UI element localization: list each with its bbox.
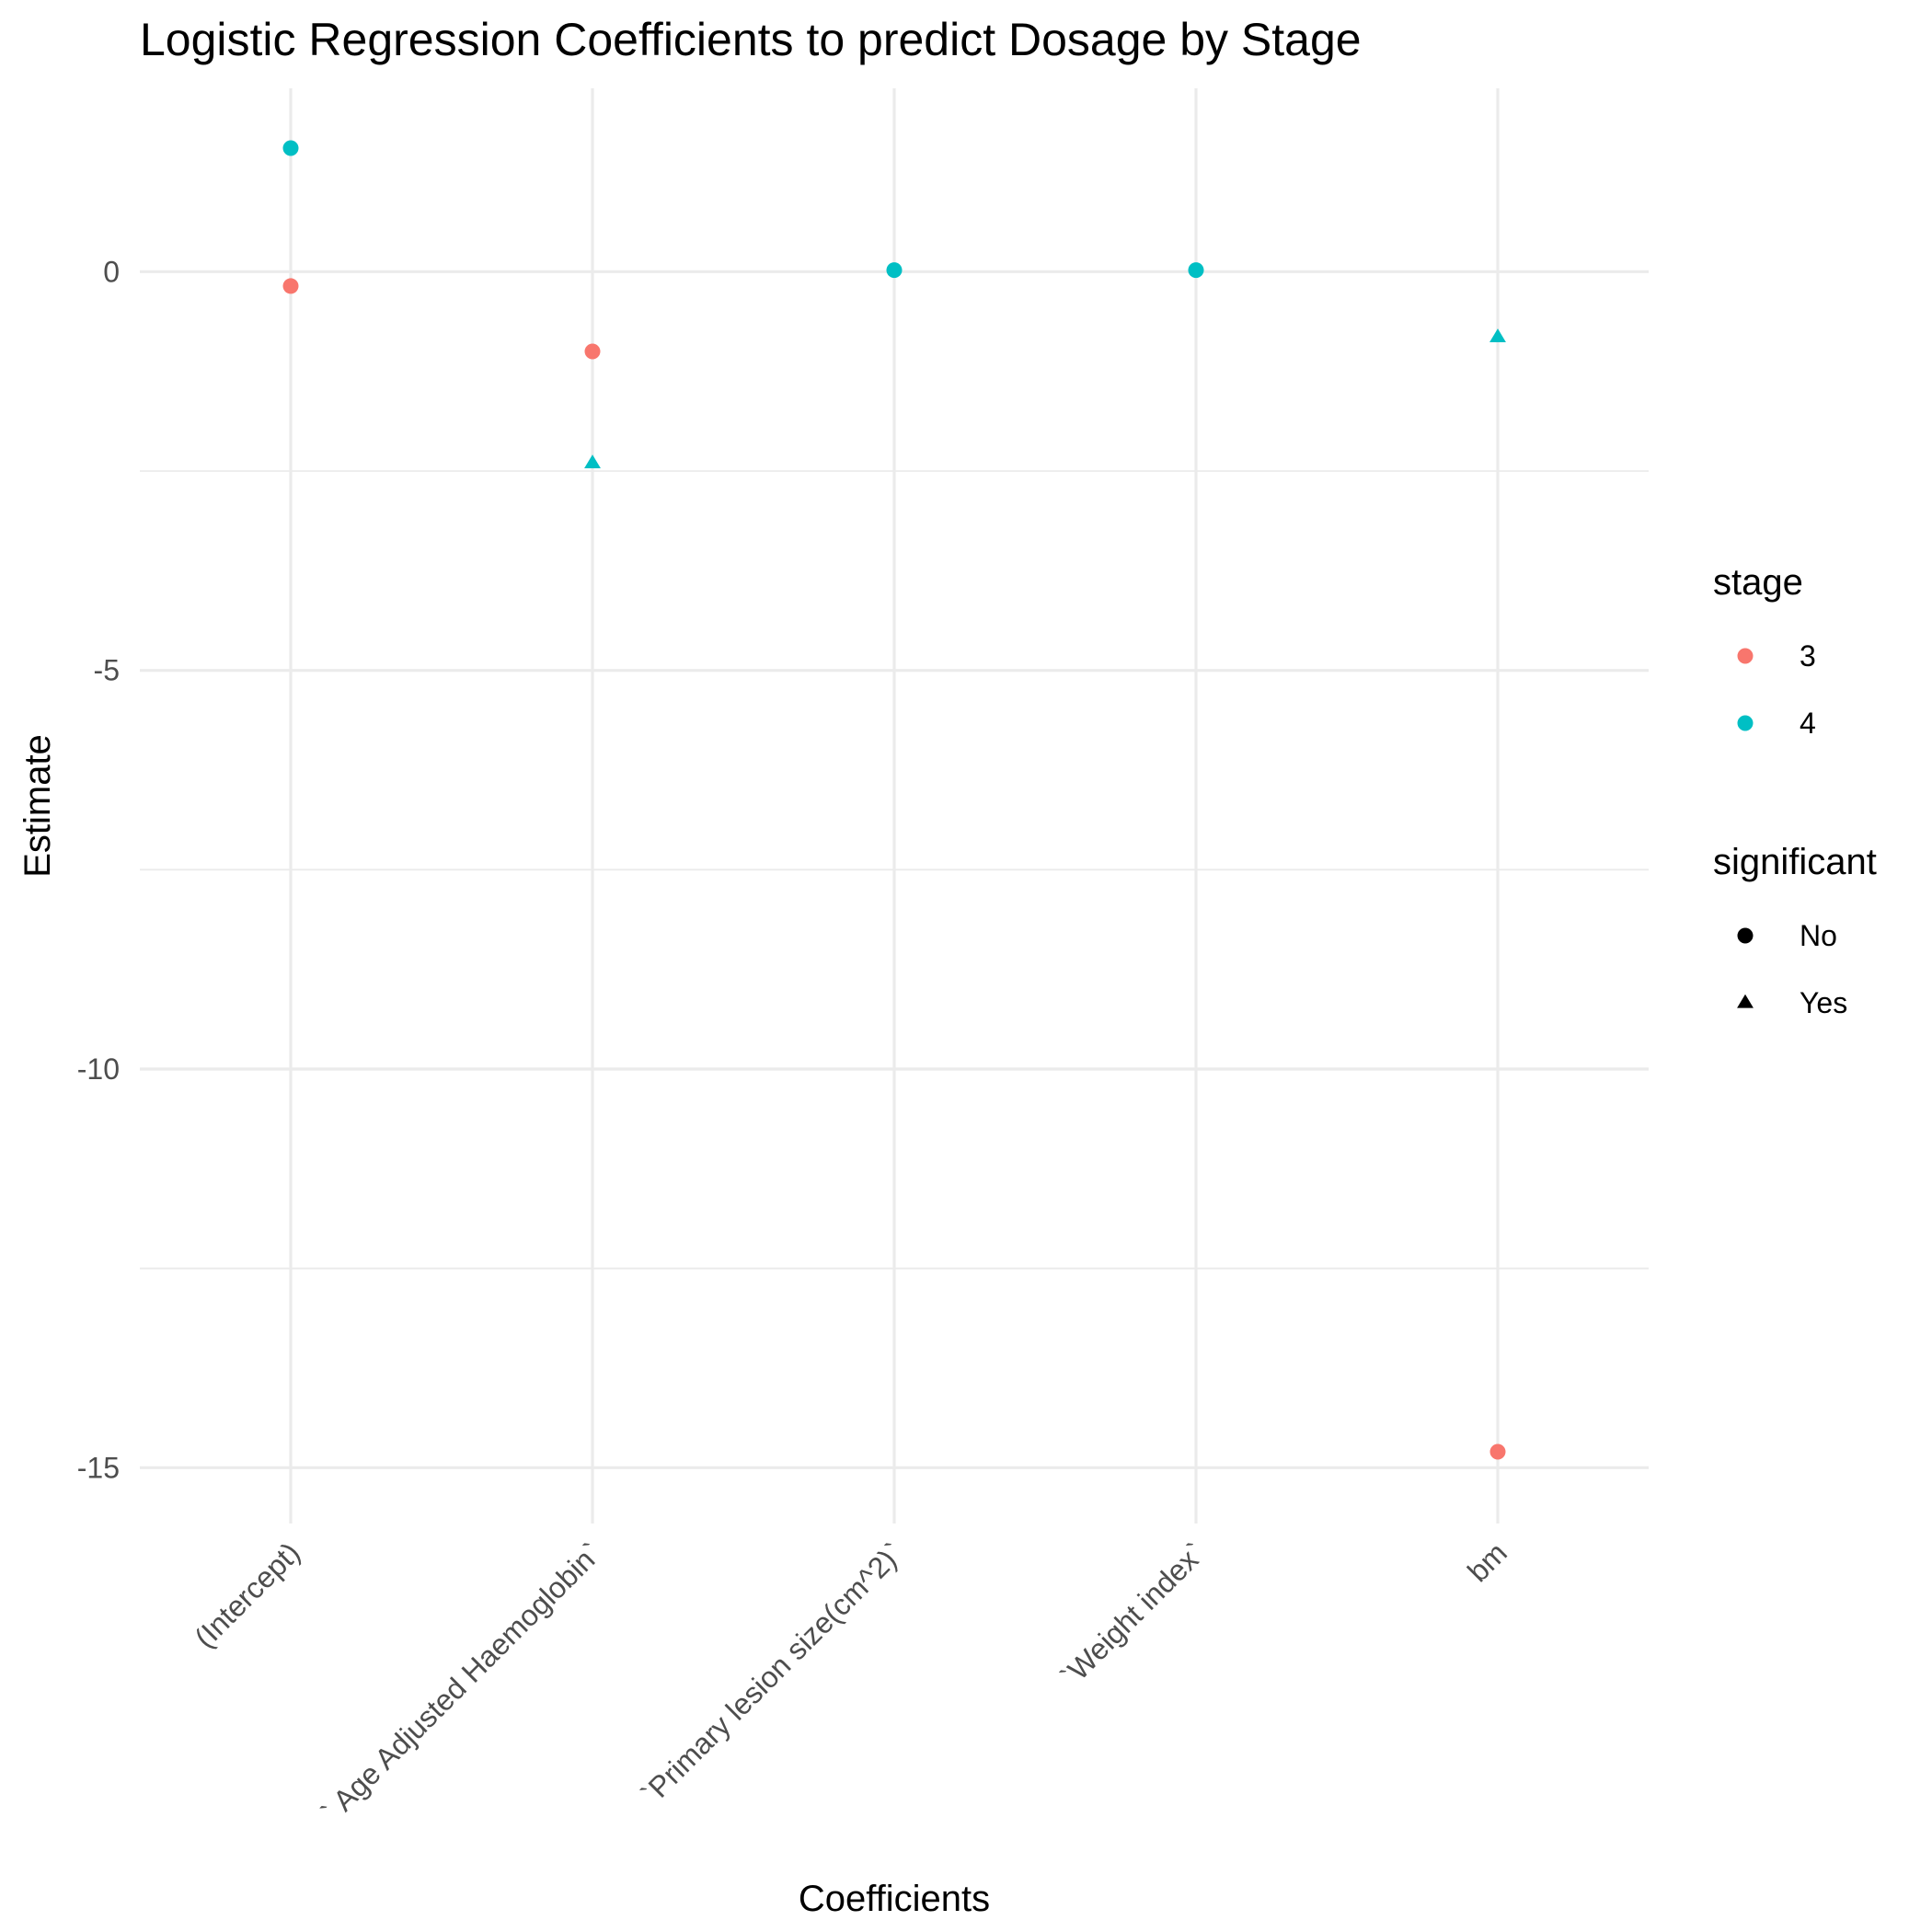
legend-key [1737, 994, 1754, 1008]
x-axis-ticks: (Intercept) ` Age Adjusted Haemoglobin` `P… [188, 1535, 1513, 1829]
legend-title: stage [1713, 562, 1803, 603]
data-point [282, 278, 299, 294]
x-tick-label: bm [1461, 1535, 1513, 1588]
chart-title: Logistic Regression Coefficients to pred… [140, 14, 1362, 65]
data-point [282, 140, 299, 156]
data-point [1489, 328, 1506, 343]
y-axis-ticks: 0 -5 -10 -15 [77, 255, 120, 1484]
legend: stage 3 4 significant No Yes [1713, 562, 1877, 1019]
legend-key [1737, 715, 1754, 731]
y-axis-title: Estimate [17, 734, 58, 878]
y-tick-label: 0 [103, 255, 120, 288]
legend-label: 3 [1800, 639, 1816, 673]
legend-label: Yes [1800, 986, 1847, 1019]
y-tick-label: -15 [77, 1451, 120, 1484]
grid [140, 88, 1649, 1524]
data-point [886, 262, 903, 279]
y-tick-label: -10 [77, 1052, 120, 1086]
legend-label: 4 [1800, 707, 1816, 740]
data-point [1489, 1443, 1506, 1460]
legend-key [1737, 927, 1754, 944]
legend-title: significant [1713, 842, 1877, 882]
x-tick-label: ` Age Adjusted Haemoglobin` [315, 1535, 608, 1829]
y-tick-label: -5 [94, 654, 120, 687]
x-tick-label: `Weight index` [1054, 1535, 1212, 1693]
data-points [282, 140, 1506, 1460]
x-tick-label: `Primary lesion size(cm^2)` [635, 1535, 910, 1811]
x-axis-title: Coefficients [799, 1879, 990, 1919]
data-point [584, 454, 601, 468]
legend-label: No [1800, 919, 1837, 952]
data-point [1188, 262, 1204, 279]
data-point [584, 343, 601, 360]
legend-key [1737, 648, 1754, 664]
x-tick-label: (Intercept) [188, 1535, 306, 1654]
